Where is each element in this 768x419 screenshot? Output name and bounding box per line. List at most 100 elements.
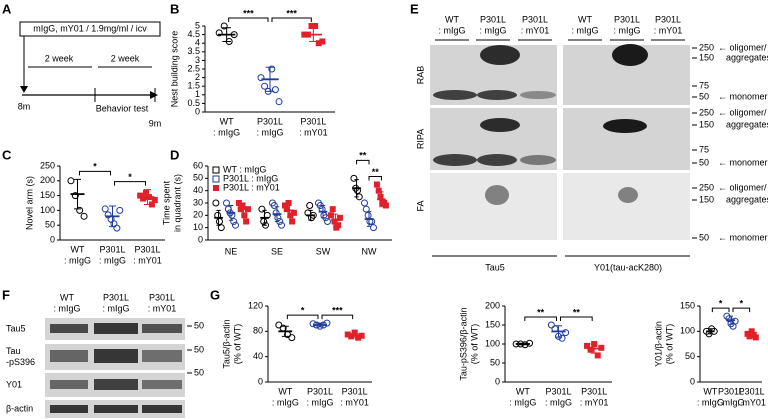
label: 250 bbox=[699, 182, 714, 192]
data-point bbox=[752, 334, 759, 341]
x-tick-label: : mY01 bbox=[340, 397, 369, 407]
significance-label: ** bbox=[537, 307, 545, 317]
label: : mY01 bbox=[148, 303, 177, 313]
data-point bbox=[215, 218, 223, 225]
x-tick-label: P301L bbox=[718, 386, 744, 396]
error-bar bbox=[308, 209, 313, 221]
label: 250 bbox=[699, 107, 714, 117]
panel-letter: D bbox=[170, 147, 179, 162]
x-tick-label: P301L bbox=[300, 116, 326, 126]
x-tick-label: : mIgG bbox=[717, 397, 744, 407]
arrow-head bbox=[20, 86, 28, 93]
data-point bbox=[271, 86, 279, 94]
data-point bbox=[301, 31, 308, 38]
band bbox=[477, 154, 517, 166]
label: ← oligomer/ bbox=[718, 42, 767, 52]
data-point bbox=[281, 202, 288, 209]
legend-swatch bbox=[212, 175, 220, 183]
data-point bbox=[283, 206, 290, 213]
y-axis-label: (% of WT) bbox=[469, 324, 479, 365]
data-point bbox=[312, 23, 319, 29]
data-point bbox=[258, 205, 266, 213]
panel-letter: F bbox=[2, 287, 10, 302]
label: 50 bbox=[194, 344, 204, 354]
y-tick-label: 0 bbox=[198, 234, 203, 244]
significance-label: * bbox=[719, 299, 723, 309]
band bbox=[433, 90, 477, 100]
data-point bbox=[348, 333, 355, 340]
data-point bbox=[562, 329, 570, 337]
error-bar bbox=[366, 211, 372, 227]
band bbox=[50, 350, 88, 362]
data-point bbox=[373, 181, 380, 188]
error-bar bbox=[351, 332, 359, 338]
label: WT bbox=[445, 14, 459, 24]
x-tick-label: : mIgG bbox=[306, 397, 333, 407]
data-point bbox=[224, 205, 232, 213]
y-tick-label: 20 bbox=[193, 210, 203, 220]
x-tick-label: : mIgG bbox=[509, 397, 536, 407]
data-point bbox=[285, 200, 292, 206]
x-tick-label: P301L bbox=[99, 244, 125, 254]
significance-bracket bbox=[356, 159, 370, 165]
y-tick-label: 4.5 bbox=[187, 29, 200, 39]
x-tick-label: SE bbox=[271, 246, 283, 256]
band bbox=[520, 155, 556, 165]
data-point bbox=[275, 321, 283, 329]
label: 2 week bbox=[111, 53, 140, 63]
x-tick-label: WT bbox=[71, 244, 85, 254]
x-tick-label: : mIgG bbox=[256, 127, 283, 137]
blot bbox=[563, 108, 690, 170]
y-axis-label: Tau5/β-actin bbox=[221, 319, 231, 368]
x-tick-label: WT bbox=[703, 386, 717, 396]
error-bar bbox=[281, 325, 289, 337]
y-tick-label: 50 bbox=[490, 357, 500, 367]
data-point bbox=[308, 23, 315, 29]
data-point bbox=[327, 212, 334, 219]
y-tick-label: 40 bbox=[253, 351, 263, 361]
y-axis-label: (% of WT) bbox=[232, 324, 242, 365]
data-point bbox=[290, 209, 297, 216]
y-axis-label: in quadrant (s) bbox=[172, 174, 182, 232]
significance-label: *** bbox=[332, 305, 343, 315]
data-point bbox=[260, 218, 268, 225]
data-point bbox=[584, 342, 591, 349]
band bbox=[142, 405, 182, 413]
label: P301L bbox=[614, 14, 640, 24]
label: P301L bbox=[522, 14, 548, 24]
y-tick-label: 150 bbox=[680, 300, 695, 310]
blot bbox=[563, 173, 690, 240]
label: 2 week bbox=[45, 53, 74, 63]
significance-bracket bbox=[271, 17, 312, 22]
data-point bbox=[212, 199, 220, 207]
y-tick-label: 2.5 bbox=[187, 63, 200, 73]
data-point bbox=[110, 220, 118, 228]
band bbox=[618, 187, 638, 203]
y-tick-label: 100 bbox=[485, 338, 500, 348]
y-axis-label: (% of WT) bbox=[664, 324, 674, 365]
data-point bbox=[324, 218, 331, 225]
data-point bbox=[323, 319, 331, 327]
label: 50 bbox=[194, 320, 204, 330]
significance-label: ** bbox=[359, 151, 367, 161]
legend-swatch bbox=[212, 166, 220, 174]
significance-bracket bbox=[368, 176, 382, 181]
y-axis-label: Time spent bbox=[161, 180, 171, 225]
band bbox=[94, 405, 138, 413]
data-point bbox=[748, 328, 755, 335]
data-point bbox=[244, 206, 251, 213]
significance-label: ** bbox=[573, 307, 581, 317]
y-tick-label: 4 bbox=[195, 38, 200, 48]
data-point bbox=[235, 200, 242, 206]
label: : mIgG bbox=[479, 25, 506, 35]
label: Tau5 bbox=[6, 323, 26, 333]
data-point bbox=[331, 218, 338, 225]
label: 8m bbox=[18, 101, 31, 111]
x-tick-label: P301L bbox=[581, 386, 607, 396]
x-tick-label: NE bbox=[225, 246, 238, 256]
band bbox=[603, 119, 647, 133]
data-point bbox=[377, 193, 384, 200]
y-tick-label: 30 bbox=[193, 197, 203, 207]
data-point bbox=[217, 224, 225, 232]
error-bar bbox=[379, 191, 384, 208]
